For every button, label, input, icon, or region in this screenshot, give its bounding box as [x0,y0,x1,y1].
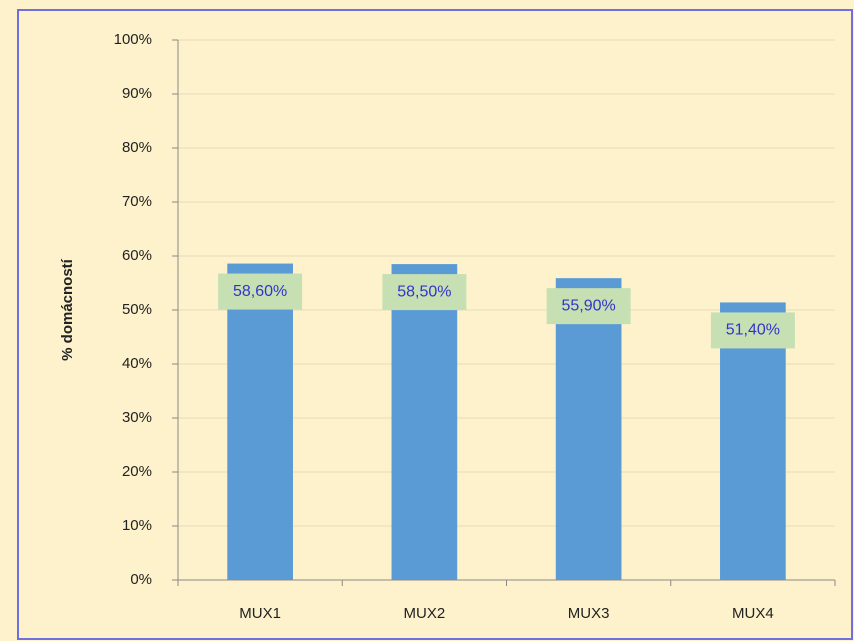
x-tick-label: MUX3 [568,605,610,622]
data-label: 55,90% [561,297,615,314]
data-label: 58,60% [233,283,287,300]
bar [391,264,458,580]
y-tick-label: 60% [122,247,152,264]
x-tick-label: MUX2 [404,605,446,622]
y-tick-label: 80% [122,139,152,156]
data-label: 58,50% [397,283,451,300]
data-label-box [546,288,631,325]
x-tick-label: MUX4 [732,605,774,622]
data-label-box [382,274,467,311]
data-label: 51,40% [726,322,780,339]
y-tick-label: 50% [122,301,152,318]
y-tick-label: 30% [122,409,152,426]
y-tick-label: 70% [122,193,152,210]
y-tick-label: 10% [122,517,152,534]
y-tick-label: 90% [122,85,152,102]
data-label-box [710,312,795,349]
y-axis-label: % domácností [59,258,76,361]
x-tick-label: MUX1 [239,605,281,622]
y-tick-label: 40% [122,355,152,372]
bar [720,302,786,580]
chart-border [17,9,853,640]
y-tick-label: 0% [130,571,152,588]
bar [227,263,293,580]
y-tick-label: 20% [122,463,152,480]
bar [555,278,622,580]
y-tick-label: 100% [114,31,152,48]
data-label-box [218,273,303,310]
